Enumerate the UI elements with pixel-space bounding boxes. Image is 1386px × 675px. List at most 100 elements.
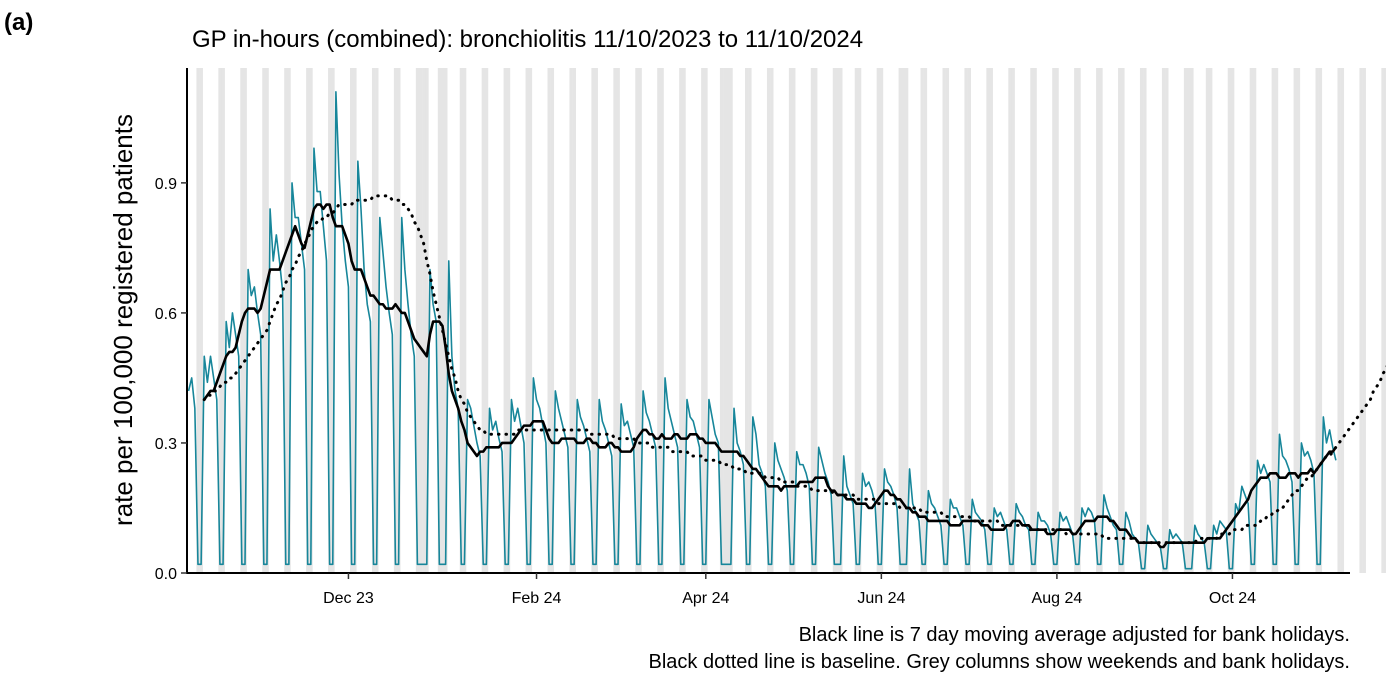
shaded-column xyxy=(1384,68,1386,573)
shaded-column xyxy=(1293,68,1298,573)
x-tick-label: Jun 24 xyxy=(857,590,905,607)
shaded-column xyxy=(591,68,595,573)
shaded-column xyxy=(682,68,686,573)
shaded-column xyxy=(1186,68,1191,573)
shaded-column xyxy=(1030,68,1034,573)
shaded-column xyxy=(397,68,401,573)
shaded-column xyxy=(766,68,771,573)
shaded-column xyxy=(371,68,376,573)
x-tick-label: Apr 24 xyxy=(682,590,729,607)
shaded-column xyxy=(459,68,464,573)
shaded-column xyxy=(1230,68,1235,573)
shaded-column xyxy=(218,68,222,573)
shaded-column xyxy=(964,68,968,573)
shaded-column xyxy=(328,68,332,573)
shaded-column xyxy=(788,68,793,573)
shaded-column xyxy=(221,68,225,573)
shaded-column xyxy=(1362,68,1366,573)
shaded-column xyxy=(1033,68,1037,573)
shaded-column xyxy=(1208,68,1213,573)
shaded-column xyxy=(262,68,266,573)
shaded-column xyxy=(616,68,620,573)
shaded-column xyxy=(1340,68,1345,573)
shaded-column xyxy=(1315,68,1319,573)
shaded-column xyxy=(422,68,426,573)
shaded-column xyxy=(770,68,774,573)
shaded-column xyxy=(415,68,420,573)
shaded-column xyxy=(613,68,617,573)
shaded-column xyxy=(876,68,881,573)
shaded-column xyxy=(306,68,310,573)
shaded-column xyxy=(1205,68,1210,573)
shaded-column xyxy=(904,68,909,573)
shaded-column xyxy=(350,68,354,573)
y-tick-label: 0.9 xyxy=(155,176,177,193)
shaded-column xyxy=(1143,68,1147,573)
shaded-column xyxy=(1099,68,1103,573)
shaded-column xyxy=(1052,68,1056,573)
shaded-column xyxy=(857,68,862,573)
shaded-column xyxy=(638,68,642,573)
y-axis-title: rate per 100,000 registered patients xyxy=(108,114,138,526)
x-tick-label: Aug 24 xyxy=(1032,590,1083,607)
shaded-column xyxy=(199,68,203,573)
shaded-column xyxy=(309,68,313,573)
shaded-column xyxy=(484,68,489,573)
shaded-column xyxy=(989,68,993,573)
shaded-column xyxy=(1274,68,1279,573)
shaded-column xyxy=(726,68,730,573)
shaded-column xyxy=(1139,68,1144,573)
shaded-column xyxy=(832,68,837,573)
shaded-column xyxy=(353,68,357,573)
shaded-column xyxy=(1252,68,1257,573)
shaded-column xyxy=(503,68,508,573)
shaded-column xyxy=(701,68,705,573)
shaded-column xyxy=(1296,68,1301,573)
series-line xyxy=(203,203,1337,549)
shaded-column xyxy=(506,68,511,573)
shaded-column xyxy=(748,68,752,573)
shaded-column xyxy=(425,68,429,573)
shaded-column xyxy=(1318,68,1323,573)
chart-title: GP in-hours (combined): bronchiolitis 11… xyxy=(192,26,863,53)
x-tick-label: Oct 24 xyxy=(1209,590,1256,607)
shaded-column xyxy=(1008,68,1012,573)
shaded-column xyxy=(444,68,448,573)
shaded-column xyxy=(1183,68,1188,573)
shaded-column xyxy=(1096,68,1100,573)
shaded-column xyxy=(792,68,796,573)
shaded-column xyxy=(898,68,903,573)
shaded-columns xyxy=(196,68,1386,573)
shaded-column xyxy=(729,68,733,573)
shaded-column xyxy=(879,68,884,573)
shaded-column xyxy=(265,68,269,573)
y-tick-label: 0.3 xyxy=(155,436,177,453)
shaded-column xyxy=(375,68,379,573)
plot-lines xyxy=(187,91,1386,570)
shaded-column xyxy=(440,68,445,573)
shaded-column xyxy=(481,68,486,573)
shaded-column xyxy=(835,68,840,573)
shaded-column xyxy=(1337,68,1341,573)
shaded-column xyxy=(331,68,335,573)
shaded-column xyxy=(1055,68,1059,573)
shaded-column xyxy=(1161,68,1166,573)
shaded-column xyxy=(744,68,749,573)
shaded-column xyxy=(1249,68,1254,573)
shaded-column xyxy=(550,68,555,573)
shaded-column xyxy=(525,68,529,573)
shaded-column xyxy=(657,68,661,573)
shaded-column xyxy=(1121,68,1125,573)
shaded-column xyxy=(986,68,990,573)
shaded-column xyxy=(719,68,724,573)
shaded-column xyxy=(660,68,664,573)
shaded-column xyxy=(528,68,533,573)
shaded-column xyxy=(196,68,200,573)
shaded-column xyxy=(942,68,946,573)
shaded-column xyxy=(569,68,573,573)
x-tick-label: Feb 24 xyxy=(512,590,562,607)
shaded-column xyxy=(723,68,727,573)
shaded-column xyxy=(462,68,467,573)
shaded-column xyxy=(813,68,818,573)
